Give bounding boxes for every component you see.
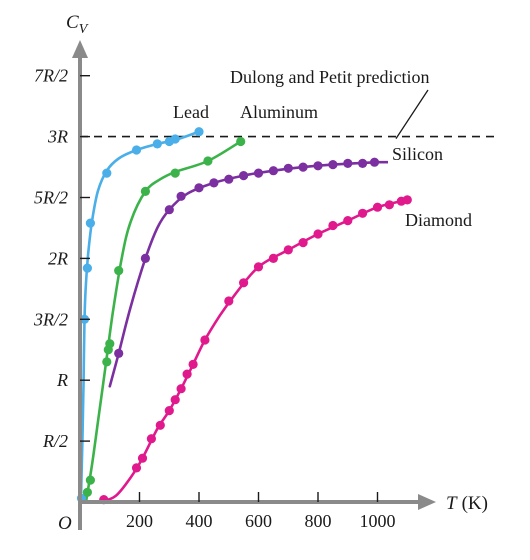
x-axis-title: T (K) (446, 493, 488, 514)
y-tick-label: R (56, 370, 68, 390)
diamond-data-point (155, 420, 165, 430)
lead-data-point (152, 139, 162, 149)
diamond-data-point (131, 463, 142, 473)
series-curves (79, 130, 409, 504)
diamond-data-point (188, 359, 198, 369)
aluminum-data-point (170, 168, 180, 178)
diamond-data-point (298, 238, 308, 248)
x-tick-label: 600 (245, 511, 272, 531)
y-tick-label: 5R/2 (34, 188, 68, 208)
diamond-data-point (358, 208, 368, 218)
diamond-data-point (200, 335, 210, 345)
lead-curve (79, 130, 201, 504)
lead-data-point (170, 134, 180, 144)
series-points (76, 127, 412, 505)
diamond-data-point (146, 434, 156, 444)
y-tick-label: 7R/2 (34, 66, 68, 86)
aluminum-data-point (85, 475, 95, 485)
x-tick-label: 200 (126, 511, 153, 531)
silicon-data-point (164, 205, 174, 215)
x-axis-title-main: T (446, 493, 458, 514)
x-tick-label: 400 (186, 511, 213, 531)
lead-data-point (194, 127, 204, 137)
diamond-data-point (268, 253, 278, 263)
aluminum-data-point (102, 357, 112, 367)
aluminum-data-point (82, 487, 92, 497)
y-tick-label: R/2 (42, 431, 68, 451)
silicon-data-point (268, 166, 278, 176)
lead-data-point (85, 218, 95, 228)
aluminum-series-label: Aluminum (240, 102, 318, 122)
aluminum-curve (84, 140, 242, 504)
diamond-data-point (170, 395, 180, 405)
silicon-data-point (298, 162, 308, 172)
silicon-data-point (369, 157, 380, 167)
silicon-data-point (114, 348, 124, 358)
diamond-data-point (253, 262, 264, 272)
y-axis-title: CV (66, 12, 89, 37)
diamond-data-point (384, 200, 394, 210)
diamond-data-point (313, 229, 323, 239)
diamond-data-point (137, 453, 148, 463)
x-tick-label: 1000 (360, 511, 396, 531)
lead-data-point (82, 263, 92, 273)
silicon-series-label: Silicon (392, 144, 443, 164)
aluminum-data-point (203, 156, 213, 166)
diamond-data-point (402, 195, 412, 205)
silicon-data-point (194, 183, 204, 193)
y-axis-title-main: C (66, 12, 79, 33)
diamond-data-point (372, 202, 383, 212)
silicon-data-point (343, 158, 353, 168)
silicon-data-point (253, 168, 264, 178)
y-tick-label: 3R/2 (33, 309, 68, 329)
aluminum-data-point (140, 186, 150, 196)
silicon-data-point (224, 174, 234, 184)
dulong-petit-group: Dulong and Petit prediction (80, 67, 500, 139)
y-tick-label: 2R (48, 248, 68, 268)
diamond-data-point (328, 220, 338, 231)
diamond-data-point (164, 406, 174, 416)
aluminum-data-point (105, 339, 115, 349)
silicon-data-point (239, 171, 249, 181)
silicon-data-point (313, 161, 323, 171)
diamond-data-point (182, 369, 192, 379)
lead-data-point (102, 168, 112, 178)
origin-label: O (58, 513, 72, 534)
x-axis-title-unit: (K) (462, 493, 488, 514)
series-labels: Lead Aluminum Silicon Diamond (173, 102, 472, 230)
x-axis-arrowhead (418, 494, 436, 510)
x-tick-label: 800 (305, 511, 332, 531)
silicon-curve (108, 160, 379, 388)
dulong-petit-label: Dulong and Petit prediction (230, 67, 429, 87)
lead-series-label: Lead (173, 102, 209, 122)
dulong-petit-leader-line (395, 89, 429, 139)
lead-data-point (131, 145, 142, 155)
y-axis-title-subscript: V (79, 22, 89, 37)
aluminum-data-point (236, 136, 246, 147)
diamond-data-point (176, 384, 186, 394)
diamond-data-point (239, 278, 249, 288)
y-axis-arrowhead (72, 40, 88, 58)
diamond-series-label: Diamond (405, 210, 472, 230)
y-tick-label: 3R (47, 127, 68, 147)
silicon-data-point (140, 253, 150, 263)
diamond-data-point (224, 296, 234, 306)
silicon-data-point (176, 191, 186, 201)
diamond-data-point (343, 216, 353, 226)
axis-ticks: R/2 R 3R/2 2R 5R/2 3R 7R/2 200 400 600 800 1000 (33, 66, 396, 531)
silicon-data-point (209, 178, 219, 188)
silicon-data-point (328, 160, 338, 170)
diamond-data-point (283, 245, 293, 255)
aluminum-data-point (114, 266, 124, 276)
axes (72, 40, 436, 530)
silicon-data-point (283, 163, 293, 173)
silicon-data-point (358, 158, 368, 168)
